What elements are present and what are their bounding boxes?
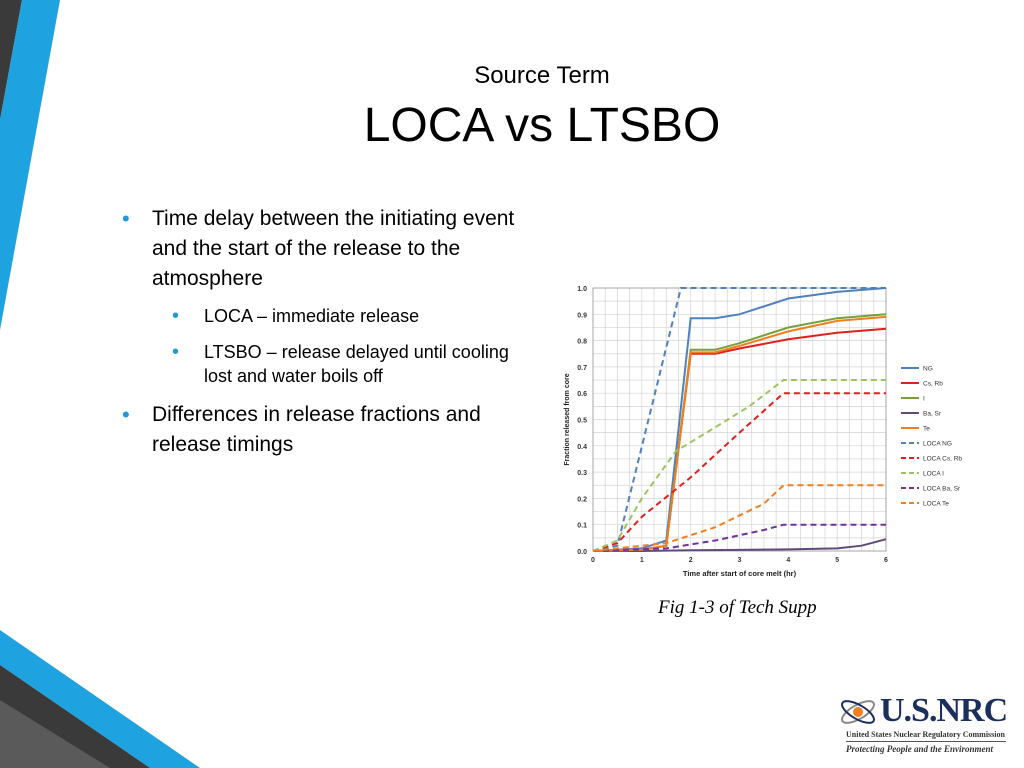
bullet-item: • Differences in release fractions and r…: [120, 400, 520, 460]
bullet-dot-icon: •: [122, 402, 130, 427]
y-tick-label: 0.6: [577, 391, 587, 398]
legend-label: LOCA NG: [923, 441, 952, 448]
bullet-dot-icon: •: [122, 206, 130, 231]
top-left-blue-stripe: [0, 0, 60, 330]
x-tick-label: 4: [786, 557, 790, 564]
legend-label: LOCA Ba, Sr: [923, 486, 961, 493]
series-line-loca-ba-sr: [592, 523, 886, 552]
chart-svg: 0.0 0.1 0.2 0.3 0.4 0.5 0.6 0.7 0.8 0.9 1.0 0 1 2 3 4 5 6…: [564, 286, 962, 578]
y-axis-label: Fraction released from core: [564, 373, 571, 465]
series-line-loca-i: [592, 379, 886, 552]
legend-label: LOCA I: [923, 471, 944, 478]
sub-bullet-text: LTSBO – release delayed until cooling lo…: [204, 342, 509, 386]
atom-logo-icon: [841, 700, 875, 724]
x-tick-label: 6: [884, 557, 888, 564]
series-line-ng: [592, 287, 887, 552]
x-tick-label: 3: [738, 557, 742, 564]
bullet-text: Differences in release fractions and rel…: [152, 403, 481, 456]
legend-label: Ba, Sr: [923, 411, 942, 418]
legend-label: LOCA Te: [923, 501, 949, 508]
y-tick-label: 0.4: [577, 444, 587, 451]
y-tick-label: 1.0: [577, 286, 587, 293]
slide-title: LOCA vs LTSBO: [363, 99, 721, 152]
bottom-left-light-stripe: [0, 700, 110, 768]
bottom-left-blue-stripe: [0, 630, 200, 768]
nrc-divider: [846, 741, 1006, 742]
y-tick-label: 0.2: [577, 496, 587, 503]
sub-bullet-text: LOCA – immediate release: [204, 306, 420, 326]
nrc-agency-name: United States Nuclear Regulatory Commiss…: [846, 730, 1005, 739]
x-tick-label: 5: [835, 557, 839, 564]
series-line-loca-cs-rb: [592, 392, 886, 552]
bullet-dot-icon: •: [172, 341, 180, 363]
y-tick-label: 0.9: [577, 312, 587, 319]
y-tick-label: 0.3: [577, 470, 587, 477]
x-tick-label: 2: [689, 557, 693, 564]
legend-label: Cs, Rb: [923, 381, 943, 388]
plot-frame: [592, 287, 887, 552]
y-tick-label: 0.7: [577, 365, 587, 372]
y-tick-label: 0.5: [577, 418, 587, 425]
legend-label: Te: [923, 426, 930, 433]
nrc-tagline: Protecting People and the Environment: [846, 744, 994, 754]
x-tick-label: 1: [640, 557, 644, 564]
bullet-dot-icon: •: [172, 305, 180, 327]
sub-bullet-item: • LTSBO – release delayed until cooling …: [120, 340, 520, 388]
legend-label: LOCA Cs, Rb: [923, 456, 962, 463]
x-axis-label: Time after start of core melt (hr): [683, 569, 797, 578]
x-tick-label: 0: [591, 557, 595, 564]
series-line-te: [592, 315, 887, 552]
y-tick-label: 0.8: [577, 339, 587, 346]
series-line-loca-te: [592, 484, 886, 552]
series-line-ba-sr: [593, 538, 887, 552]
legend-label: NG: [923, 366, 933, 373]
nrc-logo: U.S.NRC United States Nuclear Regulatory…: [836, 692, 1016, 762]
bullet-item: • Time delay between the initiating even…: [120, 204, 520, 294]
sub-bullet-item: • LOCA – immediate release: [120, 304, 520, 328]
series-line-loca-ng: [592, 287, 886, 552]
bullet-text: Time delay between the initiating event …: [152, 207, 515, 290]
figure-caption: Fig 1-3 of Tech Supp: [658, 597, 817, 618]
slide-subtitle: Source Term: [474, 62, 610, 89]
release-fraction-chart: 0.0 0.1 0.2 0.3 0.4 0.5 0.6 0.7 0.8 0.9 1.0 0 1 2 3 4 5 6…: [553, 278, 973, 588]
bullet-list: • Time delay between the initiating even…: [120, 204, 520, 470]
legend-label: I: [923, 396, 925, 403]
nrc-wordmark: U.S.NRC: [880, 692, 1008, 729]
y-tick-label: 0.0: [577, 549, 587, 556]
y-tick-label: 0.1: [577, 523, 587, 530]
